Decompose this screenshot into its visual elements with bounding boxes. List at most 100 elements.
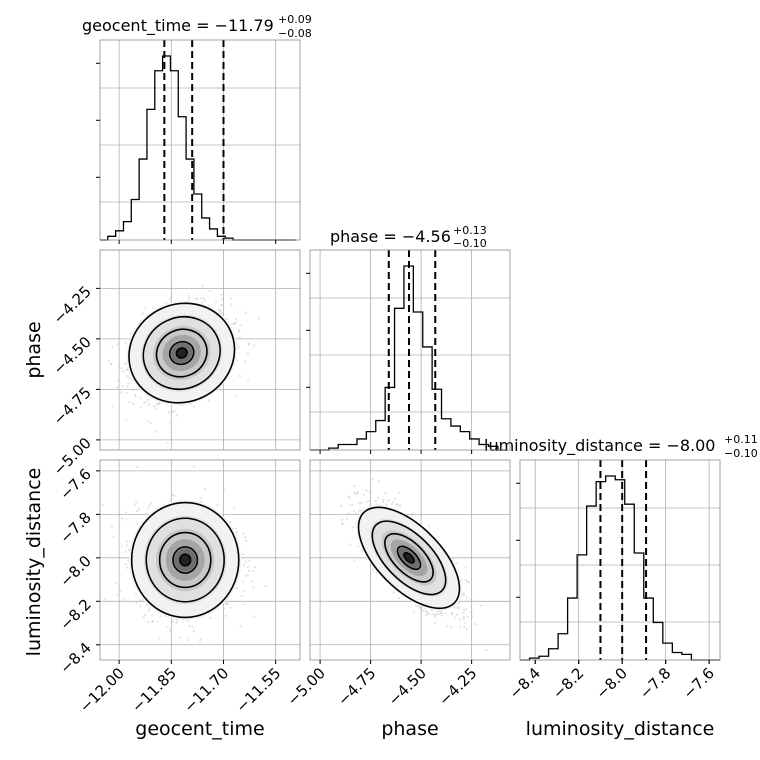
scatter-point — [116, 343, 120, 346]
scatter-point — [128, 401, 131, 404]
scatter-point — [219, 309, 222, 312]
scatter-point — [149, 502, 153, 505]
scatter-point — [145, 400, 148, 403]
scatter-point — [209, 616, 212, 620]
scatter-point — [439, 612, 442, 615]
median-phase: −4.56 — [402, 227, 451, 246]
scatter-point — [463, 625, 466, 629]
scatter-point — [169, 499, 172, 502]
scatter-point — [148, 504, 151, 507]
scatter-point — [394, 497, 397, 500]
scatter-point — [207, 399, 210, 402]
scatter-point — [368, 491, 371, 494]
scatter-point — [166, 441, 169, 444]
scatter-point — [221, 298, 224, 301]
scatter-point — [127, 548, 130, 552]
scatter-point — [193, 405, 196, 408]
scatter-point — [355, 512, 358, 515]
scatter-point — [242, 556, 245, 560]
scatter-point — [156, 620, 159, 623]
scatter-point — [193, 465, 196, 468]
scatter-point — [382, 498, 385, 502]
scatter-point — [188, 297, 191, 300]
diag-panel-luminosity_distance — [516, 459, 721, 664]
scatter-point — [369, 503, 372, 506]
scatter-point — [125, 368, 129, 371]
scatter-point — [375, 503, 378, 506]
scatter-point — [124, 341, 127, 344]
scatter-point — [118, 365, 121, 368]
scatter-point — [433, 621, 436, 625]
scatter-point — [465, 607, 468, 611]
scatter-point — [234, 318, 237, 321]
panel-frame — [519, 459, 721, 661]
scatter-point — [466, 615, 469, 619]
scatter-point — [470, 611, 473, 614]
scatter-point — [244, 360, 247, 363]
scatter-point — [126, 368, 129, 371]
xlabel-phase: phase — [381, 718, 438, 740]
ylabel-phase: phase — [23, 321, 45, 378]
xtick-label-geocent_time: −11.70 — [180, 664, 232, 716]
scatter-point — [143, 401, 146, 404]
xtick-label-geocent_time: −12.00 — [76, 664, 128, 716]
scatter-point — [199, 640, 202, 643]
scatter-point — [237, 329, 240, 332]
scatter-point — [345, 518, 349, 521]
scatter-point — [124, 550, 127, 553]
scatter-point — [391, 501, 395, 504]
scatter-point — [237, 346, 240, 349]
scatter-point — [248, 342, 251, 345]
scatter-point — [224, 614, 227, 618]
scatter-point — [122, 370, 125, 373]
scatter-point — [387, 499, 390, 502]
scatter-point — [242, 603, 245, 606]
scatter-point — [217, 308, 221, 311]
title-phase: phase = −4.56 +0.13 −0.10 — [330, 224, 487, 250]
xtick-label-geocent_time: −11.55 — [232, 664, 284, 716]
scatter-point — [382, 500, 385, 504]
title-luminosity-distance-main: luminosity_distance = −8.00 — [484, 436, 715, 456]
scatter-point — [456, 613, 459, 616]
scatter-point — [132, 402, 135, 405]
scatter-point — [235, 527, 238, 530]
scatter-point — [170, 295, 173, 298]
scatter-point — [151, 620, 154, 623]
scatter-point — [360, 501, 363, 504]
scatter-point — [232, 506, 236, 509]
scatter-point — [169, 298, 172, 301]
scatter-point — [446, 625, 449, 628]
scatter-point — [341, 523, 344, 526]
scatter-point — [148, 403, 151, 406]
scatter-point — [417, 605, 420, 608]
title-phase-minus: −0.10 — [453, 237, 487, 250]
scatter-point — [371, 478, 375, 481]
scatter-point — [149, 422, 152, 425]
scatter-point — [132, 389, 135, 392]
scatter-point — [153, 404, 156, 407]
scatter-point — [110, 525, 114, 528]
xtick-label-phase: −4.75 — [334, 664, 379, 709]
scatter-point — [431, 613, 434, 616]
scatter-point — [397, 597, 400, 600]
scatter-point — [241, 553, 244, 556]
scatter-point — [147, 398, 150, 401]
scatter-point — [246, 379, 250, 382]
scatter-point — [157, 402, 160, 405]
scatter-point — [377, 497, 380, 500]
scatter-point — [220, 312, 223, 315]
scatter-point — [133, 503, 136, 506]
panel-frame — [309, 249, 511, 451]
scatter-point — [459, 625, 462, 628]
scatter-point — [485, 648, 488, 652]
scatter-point — [135, 501, 138, 504]
xlabel-luminosity-distance: luminosity_distance — [526, 718, 715, 740]
scatter-point — [460, 578, 463, 581]
scatter-point — [349, 504, 352, 507]
xtick-label-phase: −4.25 — [435, 664, 480, 709]
scatter-point — [116, 593, 119, 596]
contour — [175, 347, 188, 359]
scatter-point — [216, 504, 219, 507]
scatter-point — [128, 376, 131, 380]
